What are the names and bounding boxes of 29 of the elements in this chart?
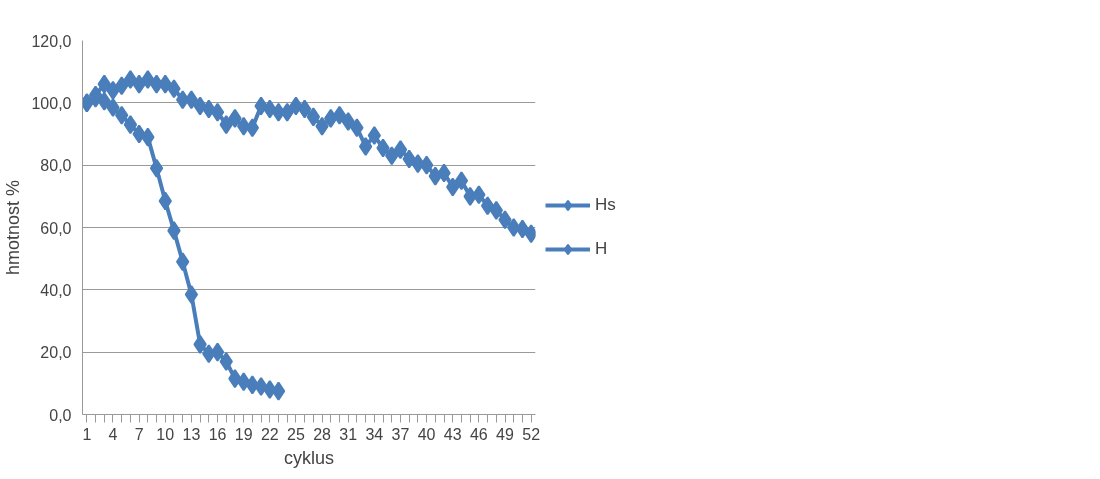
x-tick-label: 7 xyxy=(134,425,144,443)
x-tick-label: 1 xyxy=(82,425,92,443)
x-tick-label: 43 xyxy=(443,425,462,443)
x-tick-label: 37 xyxy=(391,425,410,443)
x-tick-label: 10 xyxy=(156,425,175,443)
legend-label: H xyxy=(595,239,609,259)
y-tick-label: 100,0 xyxy=(31,94,72,112)
x-tick-label: 19 xyxy=(234,425,253,443)
legend-label: Hs xyxy=(595,195,617,215)
x-tick-label: 16 xyxy=(208,425,227,443)
y-tick-label: 120,0 xyxy=(31,32,72,50)
x-tick-label: 52 xyxy=(522,425,541,443)
x-tick-label: 49 xyxy=(496,425,515,443)
x-tick-label: 28 xyxy=(313,425,332,443)
y-tick-label: 20,0 xyxy=(40,344,72,362)
x-tick-label: 13 xyxy=(182,425,201,443)
x-tick-label: 34 xyxy=(365,425,384,443)
x-tick-label: 40 xyxy=(417,425,436,443)
y-tick-label: 80,0 xyxy=(40,157,72,175)
x-tick-label: 46 xyxy=(469,425,488,443)
y-tick-label: 60,0 xyxy=(40,219,72,237)
x-tick-label: 31 xyxy=(339,425,358,443)
y-axis-title: hmotnost % xyxy=(3,179,24,276)
x-tick-label: 25 xyxy=(287,425,305,443)
x-tick-label: 22 xyxy=(260,425,279,443)
x-tick-label: 4 xyxy=(108,425,118,443)
y-tick-label: 40,0 xyxy=(40,281,72,299)
x-axis-title: cyklus xyxy=(284,447,335,468)
y-tick-label: 0,0 xyxy=(49,406,72,424)
